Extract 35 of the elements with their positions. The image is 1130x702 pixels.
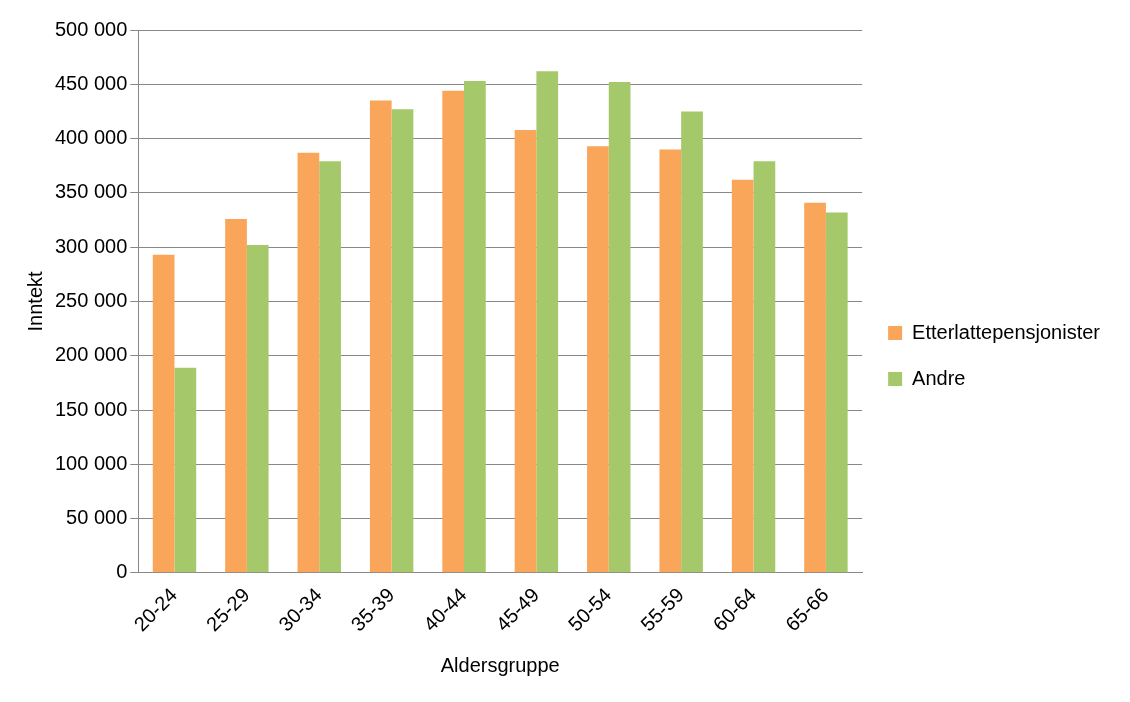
bar (319, 161, 341, 573)
y-tick-label: 300 000 (55, 234, 128, 257)
y-tick-label: 200 000 (55, 343, 128, 366)
bar (804, 202, 826, 573)
bar (369, 100, 392, 573)
y-tick-label: 400 000 (55, 126, 128, 149)
bar (514, 129, 537, 573)
y-tick-label: 350 000 (55, 180, 128, 203)
bar (587, 146, 609, 573)
bar (442, 90, 465, 573)
bar (659, 149, 682, 573)
y-axis-title: Inntekt (23, 270, 46, 332)
x-axis-title: Aldersgruppe (440, 653, 560, 676)
bar (246, 244, 269, 573)
y-tick-label: 50 000 (66, 506, 128, 529)
bar (753, 161, 776, 573)
bar (681, 111, 703, 573)
y-tick-label: 500 000 (55, 17, 128, 40)
bar (731, 179, 754, 573)
bar (464, 81, 486, 573)
bar (608, 82, 631, 573)
bar (225, 218, 247, 573)
y-tick-label: 100 000 (55, 451, 128, 474)
bar (297, 152, 320, 573)
bar (391, 109, 414, 573)
y-tick-label: 250 000 (55, 288, 128, 311)
bar (152, 254, 175, 573)
legend-label: Andre (912, 366, 966, 389)
bar (825, 212, 848, 573)
y-tick-label: 450 000 (55, 71, 128, 94)
y-tick-label: 150 000 (55, 397, 128, 420)
bar (174, 367, 197, 573)
y-tick-label: 0 (116, 560, 128, 583)
bar (536, 71, 559, 573)
legend-label: Etterlattepensjonister (912, 320, 1101, 343)
